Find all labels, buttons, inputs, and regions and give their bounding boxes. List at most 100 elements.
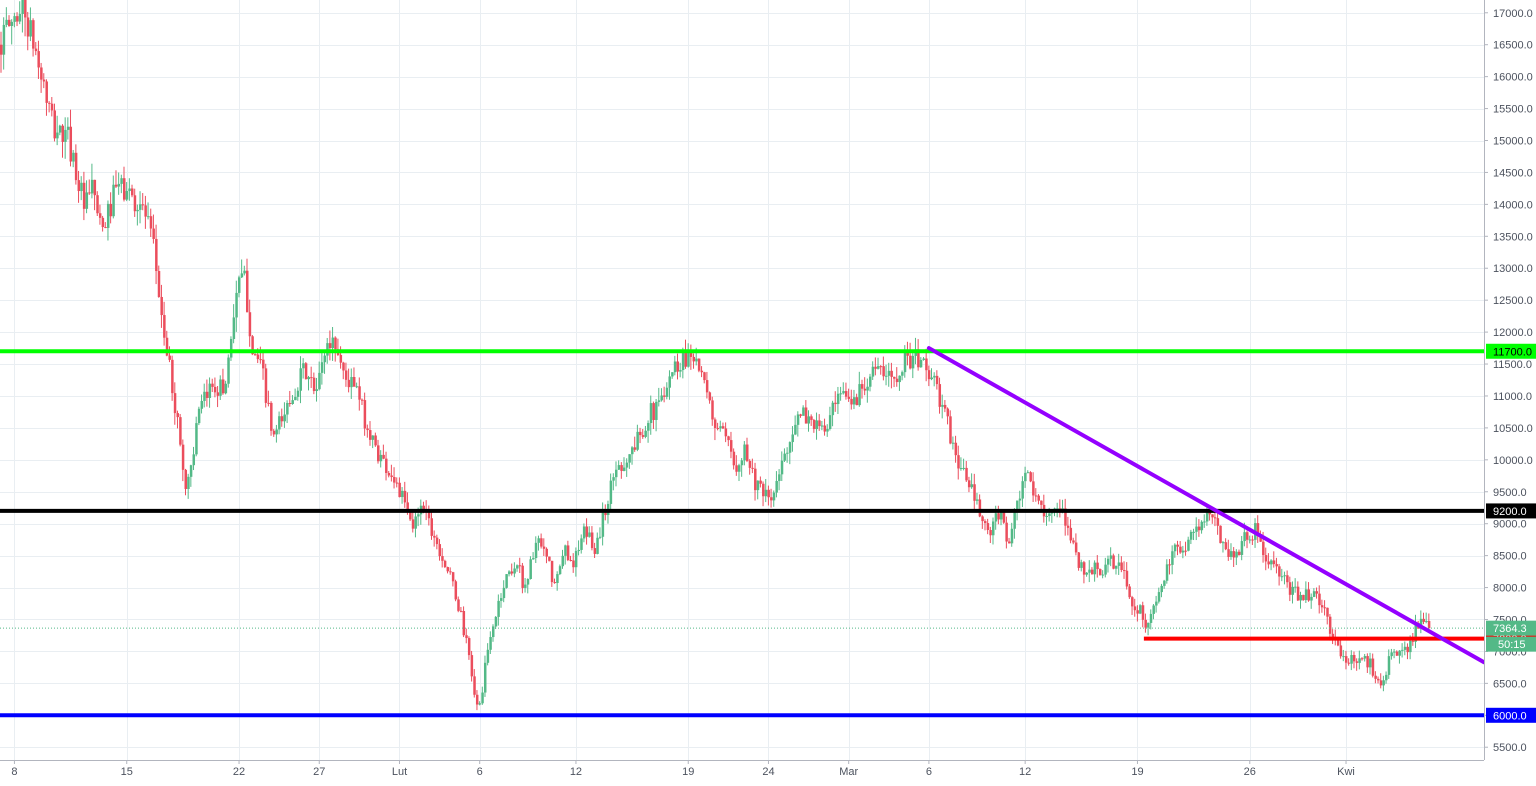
time-tick-label: 27	[313, 766, 325, 778]
candle-body-down	[1208, 512, 1212, 515]
candle-body-up	[1147, 622, 1150, 628]
candle-body-up	[631, 447, 634, 455]
candle-body-down	[24, 0, 27, 18]
candle-body-up	[885, 375, 888, 377]
candle	[1131, 595, 1134, 615]
candle	[473, 669, 476, 698]
candle	[1165, 559, 1169, 584]
candle-body-up	[743, 444, 746, 461]
candle	[502, 580, 506, 603]
candle-body-down	[1326, 607, 1329, 617]
candle	[596, 532, 599, 555]
candle-body-down	[157, 271, 161, 297]
candle-body-down	[946, 408, 950, 417]
candle	[1021, 476, 1024, 508]
candle-body-down	[1272, 560, 1276, 565]
candle	[395, 477, 399, 488]
candle	[842, 382, 845, 395]
candle	[623, 457, 626, 472]
candle	[676, 353, 679, 380]
candle	[540, 533, 543, 549]
candle-body-down	[304, 363, 308, 380]
candle-body-up	[802, 407, 805, 416]
candle	[307, 375, 310, 391]
candle-body-down	[874, 366, 877, 369]
candle-body-down	[1125, 570, 1129, 587]
candle-body-down	[470, 655, 474, 677]
time-axis[interactable]	[0, 760, 1484, 781]
candle-body-down	[633, 447, 637, 450]
candle	[160, 284, 163, 328]
candle-body-up	[1229, 551, 1233, 557]
candle	[1171, 545, 1174, 575]
candle-body-up	[1000, 512, 1003, 520]
candle-body-down	[1037, 495, 1040, 501]
candle	[933, 372, 936, 387]
trendline[interactable]	[926, 346, 1486, 665]
candle	[133, 188, 137, 217]
candle-body-up	[1157, 592, 1161, 602]
candle-body-up	[1165, 564, 1169, 581]
candle-body-down	[387, 472, 391, 476]
candle-body-down	[553, 582, 556, 584]
level-price-label-bg	[1486, 343, 1536, 359]
candle-body-up	[1369, 658, 1372, 668]
candle	[382, 444, 385, 460]
candle-body-up	[532, 558, 535, 560]
candle	[315, 377, 319, 402]
candle	[935, 370, 939, 390]
candle-body-down	[906, 351, 909, 356]
candle	[668, 370, 671, 400]
candle-body-up	[561, 555, 565, 567]
candle	[743, 441, 746, 466]
candle-body-down	[997, 513, 1000, 520]
candle	[1133, 598, 1137, 617]
candle-body-down	[518, 565, 522, 567]
candle	[291, 395, 294, 405]
candle	[879, 365, 883, 375]
candle	[82, 171, 86, 221]
candle	[147, 202, 150, 220]
candle	[1312, 588, 1316, 598]
candle-body-down	[1216, 518, 1220, 526]
candle-body-down	[684, 352, 688, 367]
candle-body-up	[1283, 575, 1286, 577]
candle	[529, 556, 532, 580]
candle-body-up	[524, 584, 527, 588]
time-tick-label: 26	[1244, 766, 1256, 778]
candle-body-down	[708, 392, 712, 401]
candle-body-up	[192, 454, 196, 466]
candle-body-down	[844, 391, 848, 397]
candle-body-down	[1128, 586, 1131, 598]
candle-body-up	[903, 351, 907, 373]
candle	[227, 354, 230, 388]
candle-body-down	[705, 380, 709, 393]
candle-body-down	[42, 79, 46, 82]
candle-body-up	[516, 565, 519, 569]
candle-body-down	[473, 676, 476, 695]
candle	[1195, 517, 1198, 541]
candle	[1318, 585, 1321, 614]
candle-body-down	[259, 359, 262, 361]
candle	[1085, 572, 1089, 577]
candle	[919, 357, 923, 368]
candle	[644, 425, 647, 439]
candle-body-down	[1112, 555, 1115, 569]
candle	[173, 382, 177, 425]
candle-body-down	[398, 482, 401, 498]
candle	[786, 447, 789, 463]
candle-body-down	[50, 103, 54, 111]
candle	[1189, 529, 1193, 545]
candle-body-up	[1160, 585, 1163, 593]
candle	[778, 469, 781, 491]
candle	[21, 0, 24, 33]
candle-body-up	[911, 355, 915, 369]
candle-body-down	[173, 393, 177, 414]
candle	[1125, 562, 1129, 590]
candle	[959, 457, 963, 471]
candle-body-down	[74, 152, 78, 181]
candle	[917, 339, 920, 371]
candle-body-up	[772, 492, 776, 501]
time-tick-label: Mar	[839, 766, 858, 778]
